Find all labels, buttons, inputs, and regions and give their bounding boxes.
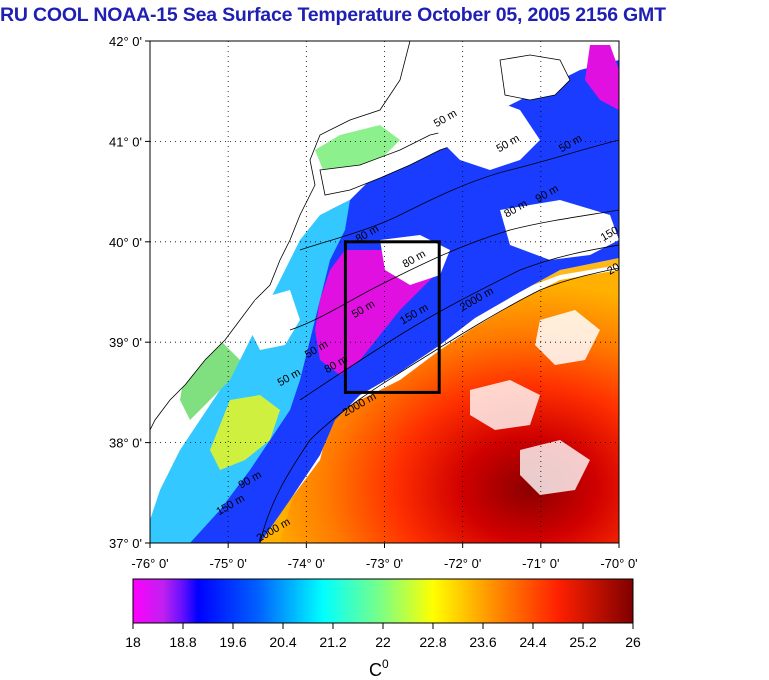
isobath-150m: [299, 244, 619, 401]
colorbar: [132, 578, 634, 624]
colorbar-tick-label: 18: [125, 634, 141, 650]
lon-tick-label: -75° 0': [210, 556, 247, 571]
colorbar-ticks: 18 18.8 19.6 20.4 21.2 22 22.8 23.6 24.4 25.2 26: [125, 623, 641, 650]
cloud-patch-7: [250, 290, 300, 350]
lon-tick-label: -70° 0': [600, 556, 637, 571]
cold-patch-ne: [585, 45, 619, 110]
lon-axis: -76° 0' -75° 0' -74° 0' -73° 0' -72° 0' -71° …: [131, 543, 638, 571]
colorbar-tick-label: 22: [375, 634, 391, 650]
nearshore-water: [150, 200, 350, 543]
colorbar-tick-label: 21.2: [319, 634, 346, 650]
cloud-patch-5: [470, 380, 540, 430]
lat-tick-label: 38° 0': [109, 436, 142, 451]
colorbar-unit: C0: [369, 657, 389, 680]
colorbar-tick-label: 22.8: [419, 634, 446, 650]
contour-label: 20: [605, 261, 622, 278]
cloud-patch-4: [535, 310, 600, 365]
colorbar-tick-label: 24.4: [519, 634, 546, 650]
land-cape: [499, 54, 571, 101]
graticule: [150, 41, 619, 543]
lat-tick-label: 40° 0': [109, 235, 142, 250]
unit-sup: 0: [382, 657, 389, 671]
isobath-2000m: [309, 267, 619, 441]
lon-tick-label: -76° 0': [131, 556, 168, 571]
cloud-patch-6: [520, 440, 590, 495]
lon-tick-label: -73° 0': [366, 556, 403, 571]
lat-tick-label: 39° 0': [109, 335, 142, 350]
sst-field: [150, 41, 619, 543]
lat-axis: 42° 0' 41° 0' 40° 0' 39° 0' 38° 0' 37° 0': [109, 34, 150, 551]
isobath-2000m-south: [259, 439, 311, 543]
coastal-yellow: [210, 395, 280, 470]
isobath-80m: [289, 209, 619, 331]
cloud-patch-2: [380, 235, 450, 285]
cloud-patch-1: [430, 95, 540, 170]
lat-tick-label: 41° 0': [109, 134, 142, 149]
lon-tick-label: -74° 0': [288, 556, 325, 571]
lon-tick-label: -71° 0': [522, 556, 559, 571]
colorbar-tick-label: 26: [625, 634, 641, 650]
colorbar-tick-label: 18.8: [169, 634, 196, 650]
isobath-50m: [299, 139, 619, 251]
lat-tick-label: 42° 0': [109, 34, 142, 49]
colorbar-tick-label: 20.4: [269, 634, 296, 650]
lon-tick-label: -72° 0': [444, 556, 481, 571]
lat-tick-label: 37° 0': [109, 536, 142, 551]
region-box: [343, 240, 441, 394]
colorbar-tick-label: 23.6: [469, 634, 496, 650]
colorbar-tick-label: 25.2: [569, 634, 596, 650]
unit-base: C: [369, 660, 382, 680]
colorbar-tick-label: 19.6: [219, 634, 246, 650]
map-title: RU COOL NOAA-15 Sea Surface Temperature …: [0, 4, 666, 26]
land-mainland: [150, 41, 411, 431]
coastal-green-north: [315, 125, 400, 175]
